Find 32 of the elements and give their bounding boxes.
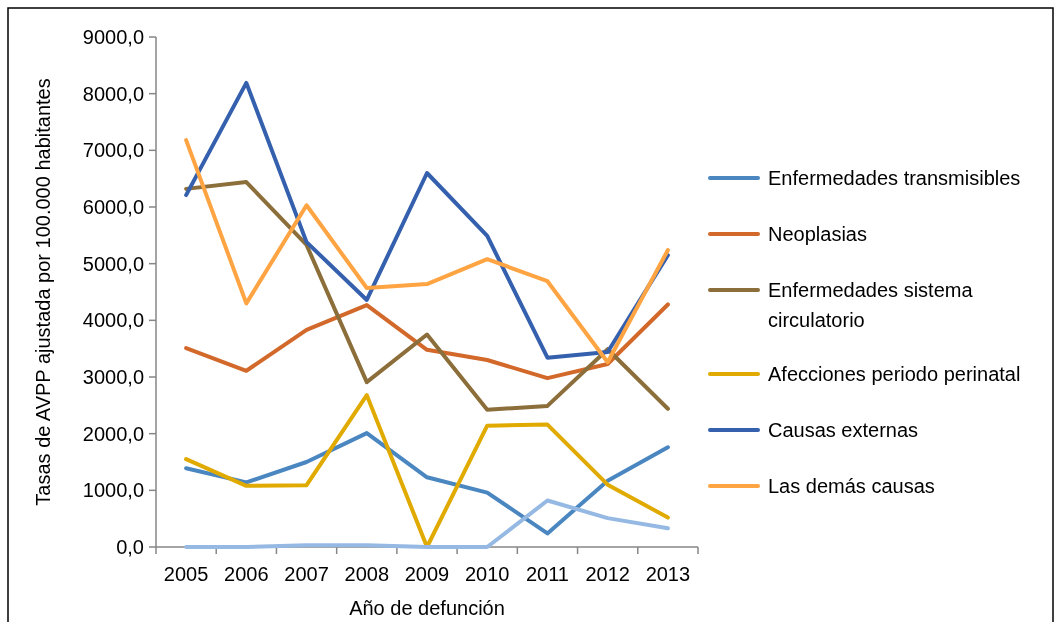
line-series <box>184 498 670 549</box>
legend-label: Afecciones periodo perinatal <box>768 363 1021 385</box>
line-series <box>184 180 670 412</box>
y-axis-title: Tasas de AVPP ajustada por 100.000 habitantes <box>32 78 54 506</box>
y-tick-label: 3000,0 <box>82 366 144 388</box>
y-tick-label: 1000,0 <box>82 479 144 502</box>
x-tick-label: 2011 <box>525 563 569 585</box>
legend-label: Enfermedades sistema circulatorio <box>768 279 974 331</box>
legend-label: Las demás causas <box>768 475 935 497</box>
x-tick-label: 2012 <box>585 563 630 585</box>
y-tick-label: 7000,0 <box>82 139 144 162</box>
legend-label: Enfermedades transmisibles <box>768 167 1021 189</box>
y-tick-label: 5000,0 <box>82 252 144 275</box>
line-series <box>184 80 670 360</box>
x-tick-label: 2007 <box>284 563 329 585</box>
x-tick-label: 2008 <box>344 563 390 585</box>
y-tick-label: 4000,0 <box>82 309 144 332</box>
legend-label: Causas externas <box>768 419 919 441</box>
x-axis-title: Año de defunción <box>349 597 505 619</box>
y-tick-label: 6000,0 <box>82 196 144 218</box>
x-tick-label: 2010 <box>464 563 510 585</box>
legend-label: Neoplasias <box>768 223 867 245</box>
line-series <box>184 302 670 381</box>
y-tick-label: 0,0 <box>116 536 144 558</box>
x-tick-label: 2006 <box>224 563 269 585</box>
x-tick-label: 2005 <box>163 563 209 585</box>
y-tick-label: 2000,0 <box>82 422 144 445</box>
x-tick-label: 2009 <box>404 563 450 585</box>
line-series <box>184 138 670 365</box>
y-tick-label: 9000,0 <box>82 26 144 48</box>
x-tick-label: 2013 <box>645 563 691 585</box>
y-tick-label: 8000,0 <box>82 82 144 105</box>
